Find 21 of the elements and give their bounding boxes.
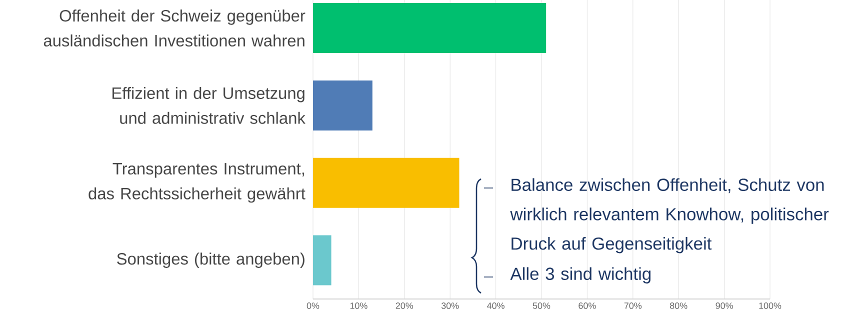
x-tick-label: 20% bbox=[396, 302, 414, 309]
y-tick-label: Effizient in der Umsetzung und administrativ schlank bbox=[112, 86, 306, 124]
x-tick-label: 30% bbox=[441, 302, 459, 309]
bar bbox=[313, 3, 546, 54]
annotation: Alle 3 sind wichtig bbox=[510, 267, 651, 284]
x-tick-label: 40% bbox=[487, 302, 504, 309]
annotation: Balance zwischen Offenheit, Schutz von wirklich relevantem Knowhow, politischer Druck auf Gegenseitigkeit bbox=[510, 178, 829, 254]
y-tick-label: Offenheit der Schweiz gegenüber ausländischen Investitionen wahren bbox=[44, 10, 306, 46]
x-tick-label: 100% bbox=[759, 302, 782, 309]
x-tick-label: 10% bbox=[350, 302, 368, 309]
x-tick-label: 0% bbox=[306, 302, 320, 309]
y-tick-label: Sonstiges (bitte angeben) bbox=[117, 252, 304, 268]
x-tick-label: 50% bbox=[532, 302, 550, 309]
bar bbox=[313, 80, 372, 130]
x-tick-label: 80% bbox=[670, 302, 688, 309]
x-tick-label: 70% bbox=[624, 302, 642, 309]
x-tick-label: 90% bbox=[716, 302, 733, 309]
y-tick-label: Transparentes Instrument, das Rechtssicherheit gewährt bbox=[88, 163, 306, 203]
x-tick-label: 60% bbox=[578, 302, 596, 309]
bar bbox=[313, 158, 460, 208]
bar bbox=[313, 235, 332, 286]
